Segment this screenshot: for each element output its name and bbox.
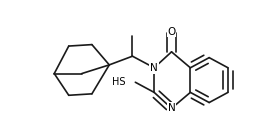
Text: N: N [150, 63, 158, 73]
Text: O: O [167, 27, 176, 37]
Text: N: N [168, 103, 176, 113]
Text: HS: HS [112, 77, 125, 87]
